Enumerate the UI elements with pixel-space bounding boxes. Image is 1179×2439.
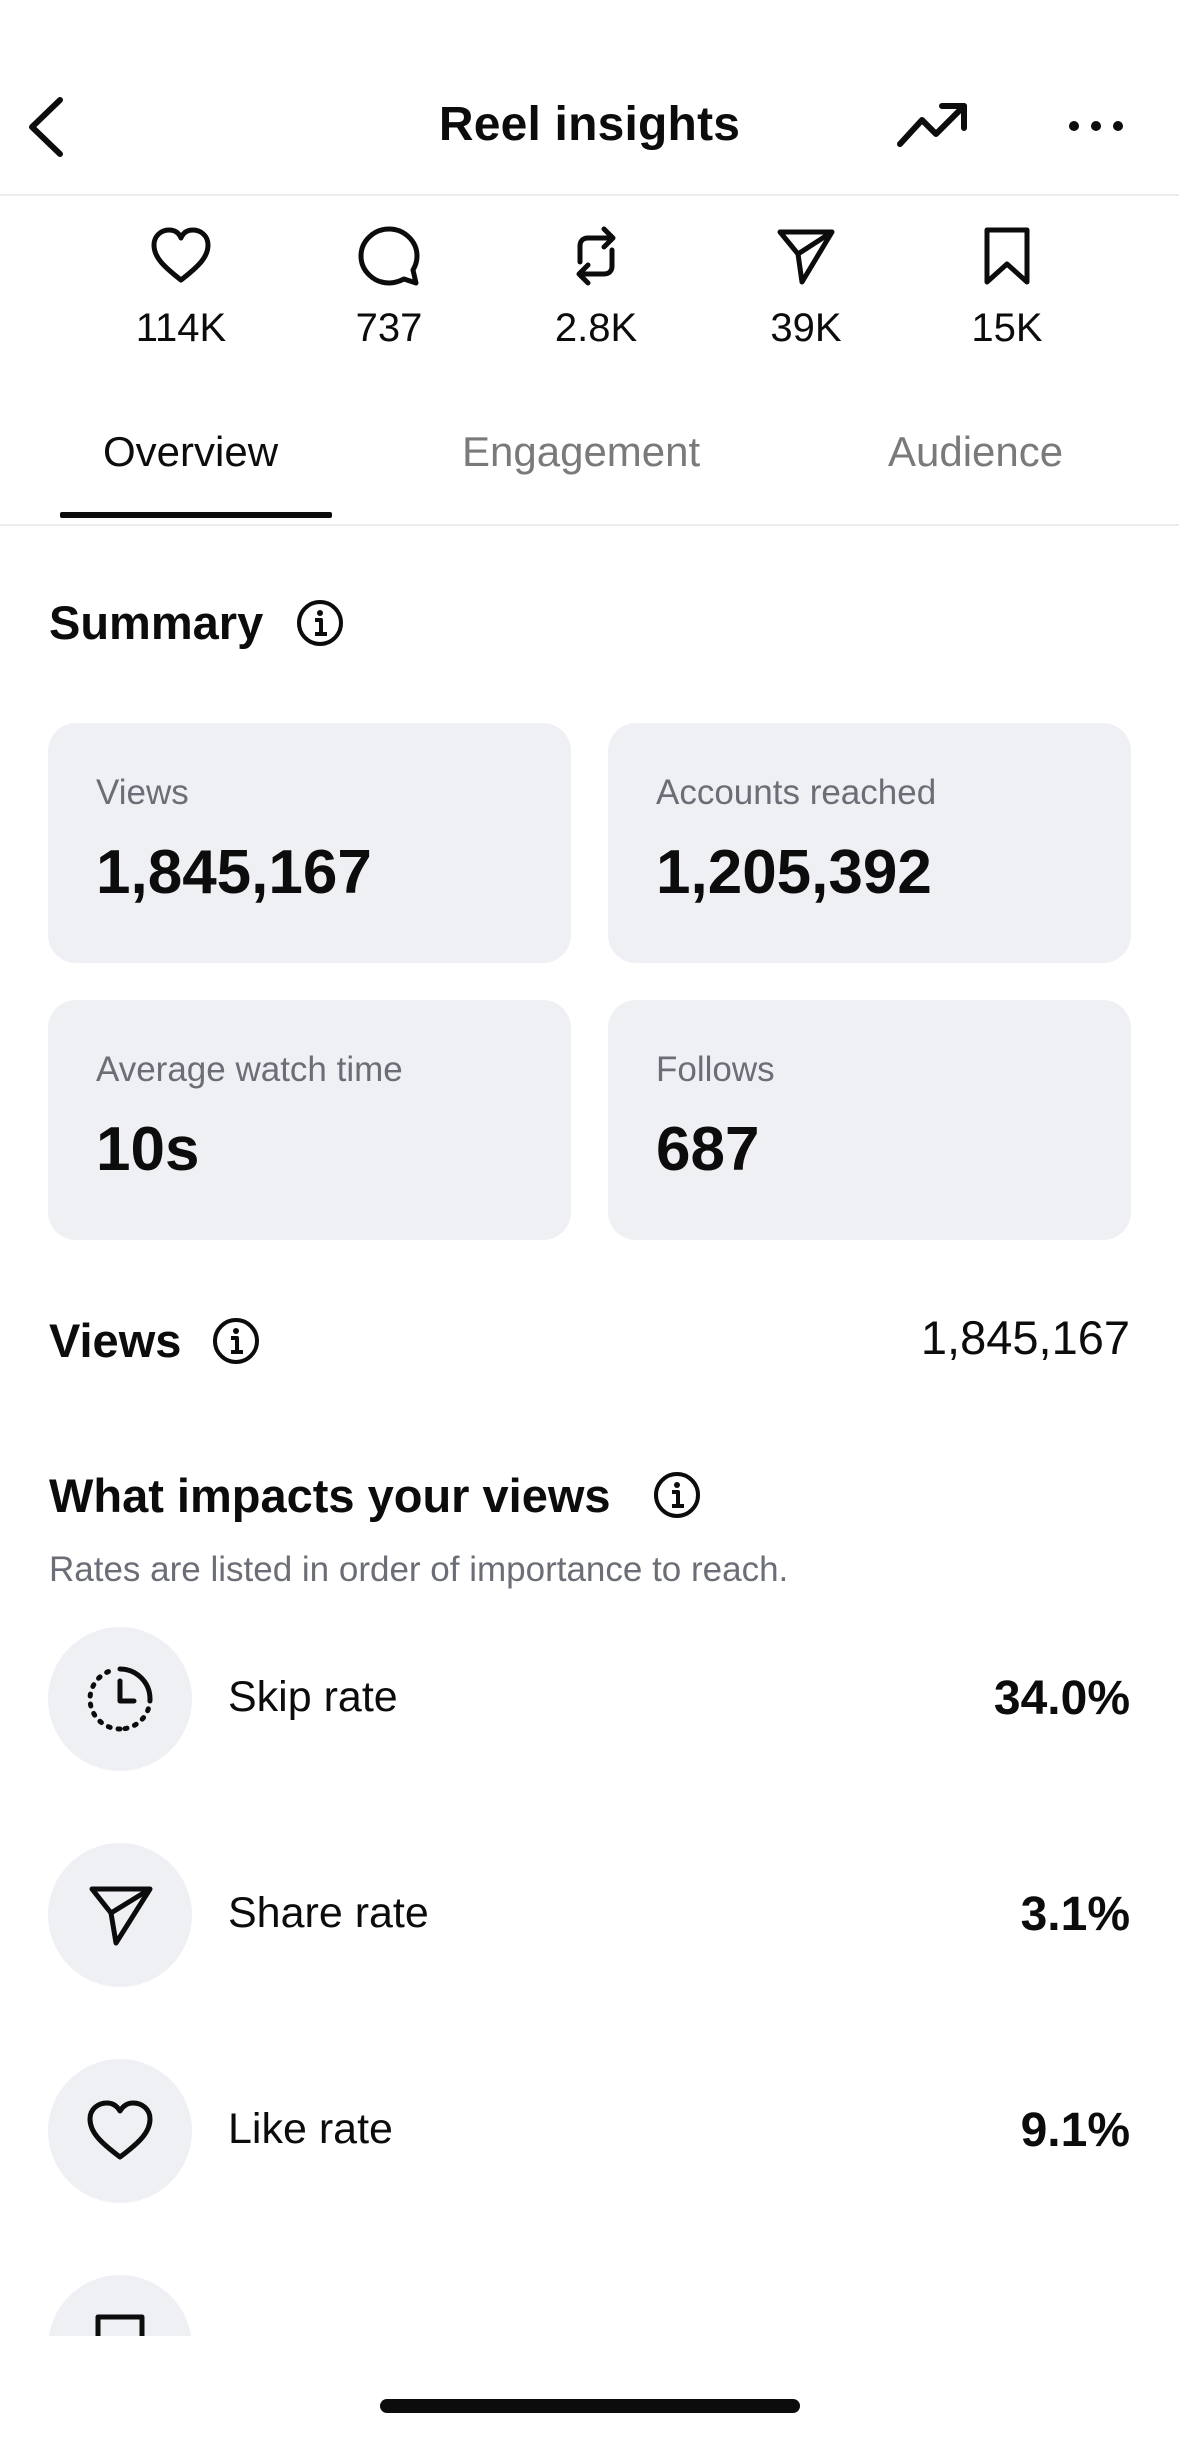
share-icon <box>777 229 835 285</box>
follows-card[interactable]: Follows 687 <box>608 1000 1131 1240</box>
more-horizontal-icon <box>1069 121 1123 131</box>
impacts-subtitle: Rates are listed in order of importance … <box>49 1550 789 1589</box>
home-indicator[interactable] <box>380 2399 800 2413</box>
rate-icon-circle <box>48 1627 192 1771</box>
engagement-stats-row: 114K 737 2.8K 39K <box>0 194 1179 364</box>
rate-icon-circle <box>48 2059 192 2203</box>
card-value: 687 <box>656 1115 760 1184</box>
rate-value: 34.0% <box>993 1672 1130 1725</box>
comments-stat[interactable]: 737 <box>309 224 469 351</box>
saves-stat[interactable]: 15K <box>927 224 1087 351</box>
views-title: Views <box>49 1314 182 1367</box>
likes-count: 114K <box>135 306 227 350</box>
card-value: 10s <box>96 1115 200 1184</box>
rate-name: Skip rate <box>228 1673 398 1721</box>
page-title: Reel insights <box>438 98 741 151</box>
back-button[interactable] <box>22 94 72 160</box>
trending-up-icon <box>897 103 967 147</box>
heart-icon <box>151 227 211 283</box>
summary-title: Summary <box>49 596 264 649</box>
comment-icon <box>358 226 420 286</box>
top-nav-bar: Reel insights <box>0 0 1179 196</box>
card-label: Follows <box>656 1050 775 1089</box>
tab-overview[interactable]: Overview <box>103 428 279 475</box>
card-label: Average watch time <box>96 1050 403 1089</box>
trending-button[interactable] <box>896 100 970 152</box>
info-icon[interactable] <box>295 598 345 648</box>
card-value: 1,205,392 <box>656 838 932 907</box>
tab-audience[interactable]: Audience <box>888 428 1064 475</box>
info-icon[interactable] <box>211 1316 261 1366</box>
rate-name: Like rate <box>228 2105 393 2153</box>
tab-bar: Overview Engagement Audience <box>0 408 1179 526</box>
card-label: Views <box>96 773 189 812</box>
shares-stat[interactable]: 39K <box>726 224 886 351</box>
skip-rate-row[interactable]: Skip rate 34.0% <box>0 1627 1179 1771</box>
likes-stat[interactable]: 114K <box>101 224 261 351</box>
accounts-reached-card[interactable]: Accounts reached 1,205,392 <box>608 723 1131 963</box>
bookmark-icon <box>984 227 1030 285</box>
more-options-button[interactable] <box>1066 110 1126 142</box>
clock-dashed-icon <box>87 1666 153 1732</box>
info-icon[interactable] <box>652 1470 702 1520</box>
repost-icon <box>576 226 616 286</box>
rate-value: 3.1% <box>1020 1888 1130 1941</box>
bottom-safe-area <box>0 2336 1179 2439</box>
card-label: Accounts reached <box>656 773 937 812</box>
comments-count: 737 <box>355 306 423 350</box>
like-rate-row[interactable]: Like rate 9.1% <box>0 2059 1179 2203</box>
saves-count: 15K <box>971 306 1043 350</box>
views-card[interactable]: Views 1,845,167 <box>48 723 571 963</box>
share-icon <box>89 1886 153 1946</box>
share-rate-row[interactable]: Share rate 3.1% <box>0 1843 1179 1987</box>
views-total: 1,845,167 <box>920 1311 1130 1364</box>
chevron-left-icon <box>29 97 63 157</box>
tab-engagement[interactable]: Engagement <box>462 428 701 475</box>
average-watch-time-card[interactable]: Average watch time 10s <box>48 1000 571 1240</box>
active-tab-indicator <box>60 512 332 518</box>
rate-icon-circle <box>48 1843 192 1987</box>
shares-count: 39K <box>770 306 842 350</box>
reposts-count: 2.8K <box>554 306 638 350</box>
card-value: 1,845,167 <box>96 838 372 907</box>
rate-name: Share rate <box>228 1889 429 1937</box>
impacts-title: What impacts your views <box>49 1469 611 1522</box>
rate-value: 9.1% <box>1020 2104 1130 2157</box>
reposts-stat[interactable]: 2.8K <box>516 224 676 351</box>
heart-icon <box>87 2100 153 2160</box>
